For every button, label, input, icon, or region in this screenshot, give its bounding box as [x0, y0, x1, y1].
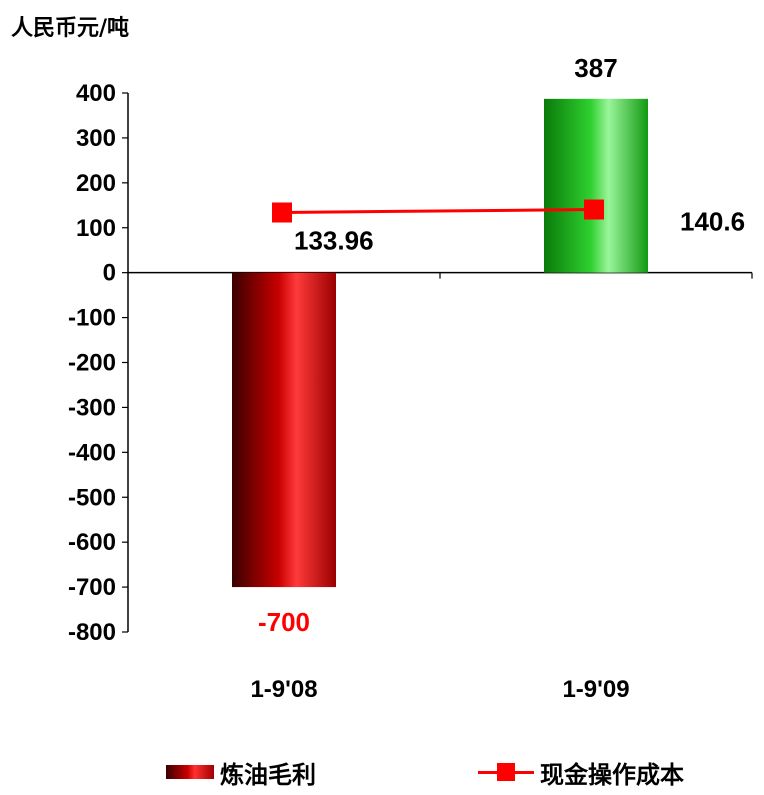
x-category-label: 1-9'09 [562, 676, 629, 703]
legend-line-label: 现金操作成本 [540, 759, 684, 789]
legend-item-bar: 炼油毛利 [166, 752, 316, 792]
chart-legend: 炼油毛利 现金操作成本 [0, 752, 764, 792]
x-category-label: 1-9'08 [250, 676, 317, 703]
y-tick-label: 400 [76, 80, 116, 107]
legend-bar-swatch [166, 765, 214, 779]
y-tick-label: 0 [103, 260, 116, 287]
line-marker [272, 202, 292, 223]
y-axis-unit-label: 人民币元/吨 [11, 15, 130, 41]
line-data-label: 133.96 [294, 225, 374, 255]
y-tick-label: -600 [68, 529, 116, 556]
bar [544, 98, 648, 273]
y-tick-label: -300 [68, 394, 116, 421]
y-tick-label: 100 [76, 215, 116, 242]
y-tick-label: -700 [68, 574, 116, 601]
bar-data-label: -700 [258, 607, 310, 637]
y-tick-label: 300 [76, 125, 116, 152]
line-data-label: 140.6 [680, 207, 745, 237]
bar-line-chart: 400 300 200 100 0 -100 -200 -300 -400 -500 -600 -70… [68, 53, 753, 703]
y-tick-label: -200 [68, 350, 116, 377]
legend-bar-label: 炼油毛利 [220, 759, 316, 789]
y-tick-label: -400 [68, 439, 116, 466]
y-tick-label: -100 [68, 305, 116, 332]
legend-item-line: 现金操作成本 [478, 752, 684, 792]
legend-line-swatch [478, 762, 534, 782]
y-tick-label: 200 [76, 170, 116, 197]
line-series [281, 208, 595, 214]
line-marker [584, 199, 604, 220]
y-tick-label: -800 [68, 619, 116, 646]
bar [232, 272, 336, 588]
y-tick-label: -500 [68, 484, 116, 511]
bar-data-label: 387 [574, 53, 617, 83]
